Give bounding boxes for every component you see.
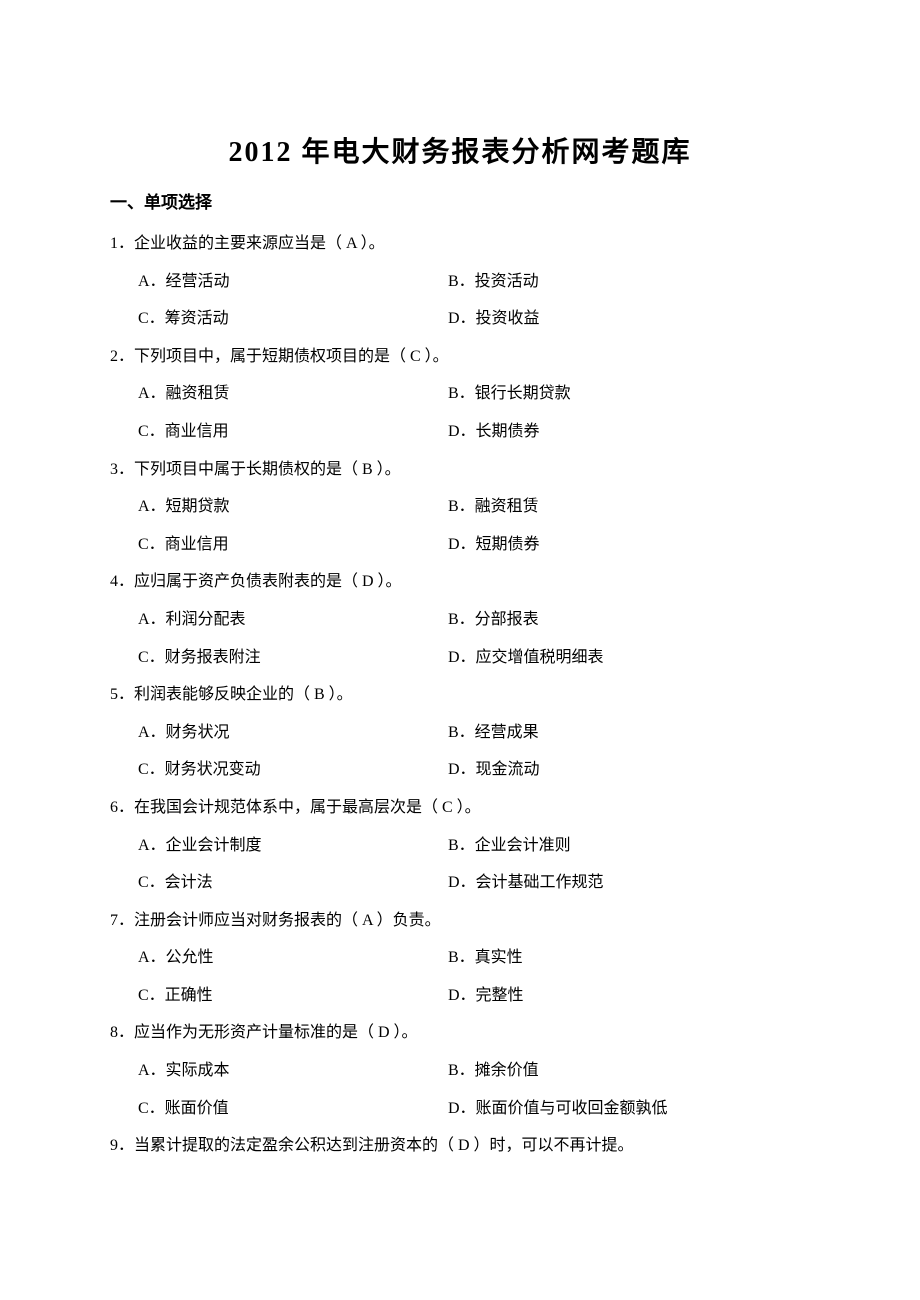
option-c: C．筹资活动	[138, 300, 448, 338]
section-header: 一、单项选择	[110, 188, 810, 213]
question-2: 2．下列项目中，属于短期债权项目的是（ C ）。A．融资租赁B．银行长期贷款C．…	[110, 338, 810, 451]
option-b: B．摊余价值	[448, 1052, 810, 1090]
options-row-ab: A．实际成本B．摊余价值	[110, 1052, 810, 1090]
option-d: D．会计基础工作规范	[448, 864, 810, 902]
question-9: 9．当累计提取的法定盈余公积达到注册资本的（ D ）时，可以不再计提。	[110, 1127, 810, 1165]
question-text: 3．下列项目中属于长期债权的是（ B ）。	[110, 451, 810, 489]
options-row-cd: C．商业信用D．短期债券	[110, 526, 810, 564]
option-a: A．利润分配表	[138, 601, 448, 639]
option-c: C．账面价值	[138, 1090, 448, 1128]
question-text: 7．注册会计师应当对财务报表的（ A ）负责。	[110, 902, 810, 940]
question-5: 5．利润表能够反映企业的（ B ）。A．财务状况B．经营成果C．财务状况变动D．…	[110, 676, 810, 789]
option-b: B．企业会计准则	[448, 827, 810, 865]
option-c: C．商业信用	[138, 413, 448, 451]
option-c: C．财务状况变动	[138, 751, 448, 789]
question-text: 2．下列项目中，属于短期债权项目的是（ C ）。	[110, 338, 810, 376]
options-row-cd: C．正确性D．完整性	[110, 977, 810, 1015]
question-text: 4．应归属于资产负债表附表的是（ D ）。	[110, 563, 810, 601]
option-b: B．银行长期贷款	[448, 375, 810, 413]
options-row-ab: A．企业会计制度B．企业会计准则	[110, 827, 810, 865]
option-d: D．现金流动	[448, 751, 810, 789]
option-d: D．应交增值税明细表	[448, 639, 810, 677]
question-6: 6．在我国会计规范体系中，属于最高层次是（ C ）。A．企业会计制度B．企业会计…	[110, 789, 810, 902]
options-row-ab: A．利润分配表B．分部报表	[110, 601, 810, 639]
options-row-ab: A．公允性B．真实性	[110, 939, 810, 977]
questions-container: 1．企业收益的主要来源应当是（ A ）。A．经营活动B．投资活动C．筹资活动D．…	[110, 225, 810, 1165]
option-a: A．财务状况	[138, 714, 448, 752]
option-c: C．正确性	[138, 977, 448, 1015]
option-a: A．短期贷款	[138, 488, 448, 526]
option-a: A．实际成本	[138, 1052, 448, 1090]
option-b: B．经营成果	[448, 714, 810, 752]
document-title: 2012 年电大财务报表分析网考题库	[110, 130, 810, 170]
options-row-cd: C．筹资活动D．投资收益	[110, 300, 810, 338]
option-b: B．真实性	[448, 939, 810, 977]
option-d: D．完整性	[448, 977, 810, 1015]
option-a: A．经营活动	[138, 263, 448, 301]
question-text: 8．应当作为无形资产计量标准的是（ D ）。	[110, 1014, 810, 1052]
question-1: 1．企业收益的主要来源应当是（ A ）。A．经营活动B．投资活动C．筹资活动D．…	[110, 225, 810, 338]
question-7: 7．注册会计师应当对财务报表的（ A ）负责。A．公允性B．真实性C．正确性D．…	[110, 902, 810, 1015]
options-row-ab: A．融资租赁B．银行长期贷款	[110, 375, 810, 413]
option-d: D．投资收益	[448, 300, 810, 338]
option-a: A．融资租赁	[138, 375, 448, 413]
options-row-ab: A．经营活动B．投资活动	[110, 263, 810, 301]
option-d: D．长期债券	[448, 413, 810, 451]
options-row-ab: A．短期贷款B．融资租赁	[110, 488, 810, 526]
question-8: 8．应当作为无形资产计量标准的是（ D ）。A．实际成本B．摊余价值C．账面价值…	[110, 1014, 810, 1127]
option-c: C．财务报表附注	[138, 639, 448, 677]
question-text: 1．企业收益的主要来源应当是（ A ）。	[110, 225, 810, 263]
option-d: D．短期债券	[448, 526, 810, 564]
question-text: 6．在我国会计规范体系中，属于最高层次是（ C ）。	[110, 789, 810, 827]
option-c: C．商业信用	[138, 526, 448, 564]
options-row-ab: A．财务状况B．经营成果	[110, 714, 810, 752]
question-4: 4．应归属于资产负债表附表的是（ D ）。A．利润分配表B．分部报表C．财务报表…	[110, 563, 810, 676]
question-text: 9．当累计提取的法定盈余公积达到注册资本的（ D ）时，可以不再计提。	[110, 1127, 810, 1165]
options-row-cd: C．账面价值D．账面价值与可收回金额孰低	[110, 1090, 810, 1128]
option-b: B．融资租赁	[448, 488, 810, 526]
options-row-cd: C．会计法D．会计基础工作规范	[110, 864, 810, 902]
option-b: B．投资活动	[448, 263, 810, 301]
option-a: A．企业会计制度	[138, 827, 448, 865]
options-row-cd: C．财务报表附注D．应交增值税明细表	[110, 639, 810, 677]
question-3: 3．下列项目中属于长期债权的是（ B ）。A．短期贷款B．融资租赁C．商业信用D…	[110, 451, 810, 564]
option-d: D．账面价值与可收回金额孰低	[448, 1090, 810, 1128]
option-b: B．分部报表	[448, 601, 810, 639]
option-c: C．会计法	[138, 864, 448, 902]
options-row-cd: C．商业信用D．长期债券	[110, 413, 810, 451]
question-text: 5．利润表能够反映企业的（ B ）。	[110, 676, 810, 714]
option-a: A．公允性	[138, 939, 448, 977]
options-row-cd: C．财务状况变动D．现金流动	[110, 751, 810, 789]
